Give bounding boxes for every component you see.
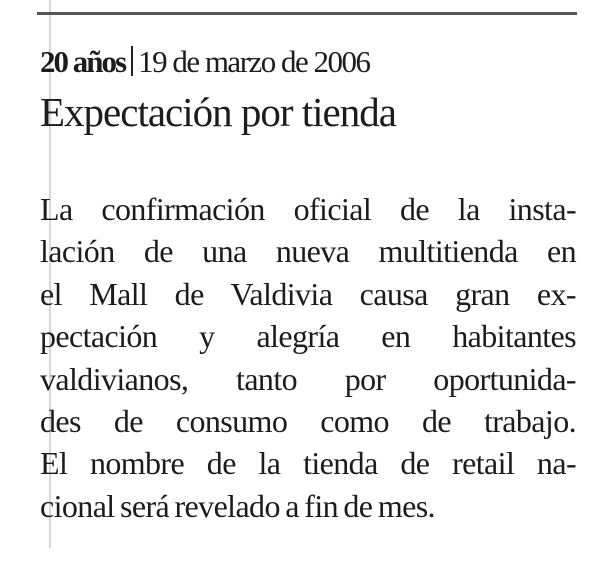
body-line: cional será revelado a fin de mes. (40, 487, 436, 524)
kicker: 20 años 19 de marzo de 2006 (40, 44, 371, 80)
article-body: La confirmación oficial de la insta- lac… (40, 188, 577, 527)
body-line: El nombre de la tienda de retail na- (40, 445, 577, 482)
section-label: 20 años (40, 44, 127, 79)
body-line: pectación y alegría en habitantes (40, 318, 577, 355)
body-line: el Mall de Valdivia causa gran ex- (40, 275, 577, 312)
date-label: 19 de marzo de 2006 (138, 44, 371, 79)
body-line: des de consumo como de trabajo. (40, 403, 577, 440)
body-line: valdivianos, tanto por oportunida- (40, 360, 577, 397)
column-divider (49, 0, 51, 548)
top-rule (37, 12, 577, 15)
headline: Expectación por tienda (40, 89, 397, 135)
body-line: La confirmación oficial de la insta- (40, 191, 577, 227)
body-line: lación de una nueva multitienda en (40, 233, 577, 270)
separator (131, 46, 134, 76)
